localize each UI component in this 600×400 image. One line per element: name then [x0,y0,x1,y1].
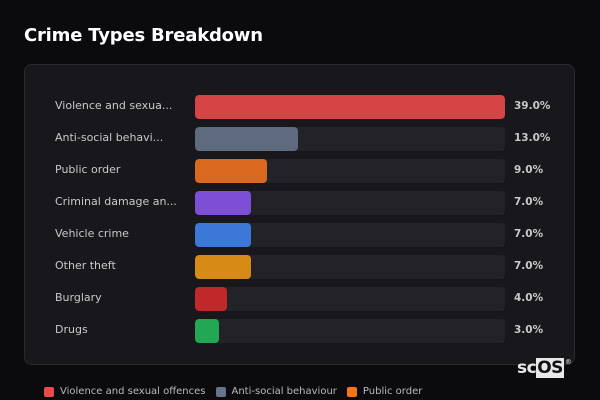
bar-track [195,127,505,151]
bar[interactable] [195,255,251,279]
registered-mark: ® [564,358,572,366]
legend: Violence and sexual offences Anti-social … [44,386,422,397]
bar-value: 4.0% [514,292,544,304]
bar-track [195,287,505,311]
bar-label: Drugs [55,323,88,336]
bar-value: 13.0% [514,132,551,144]
bar[interactable] [195,319,219,343]
bar-label: Public order [55,163,121,176]
logo-prefix: sc [517,358,537,378]
bar-label: Other theft [55,259,116,272]
bar-row: Violence and sexua... 39.0% [25,95,574,119]
bar-track [195,255,505,279]
legend-label: Public order [362,386,423,397]
bar[interactable] [195,127,299,151]
bar-value: 9.0% [514,164,544,176]
bar-track [195,223,505,247]
bar-row: Public order 9.0% [25,159,574,183]
bar-track [195,159,505,183]
bar-label: Vehicle crime [55,227,129,240]
scos-logo: scOS ® [517,358,572,378]
bar-value: 7.0% [514,260,544,272]
chart-title: Crime Types Breakdown [24,25,263,46]
legend-item[interactable]: Public order [346,386,423,397]
bar-row: Anti-social behavi... 13.0% [25,127,574,151]
bar-row: Drugs 3.0% [25,319,574,343]
logo-suffix: OS [536,358,564,378]
bar-label: Anti-social behavi... [55,131,164,144]
bar-value: 3.0% [514,324,544,336]
bar-row: Criminal damage an... 7.0% [25,191,574,215]
bar-track [195,95,505,119]
legend-label: Violence and sexual offences [60,386,206,397]
bar-row: Other theft 7.0% [25,255,574,279]
bar-label: Burglary [55,291,102,304]
bar[interactable] [195,287,227,311]
bar[interactable] [195,191,251,215]
bar-value: 7.0% [514,196,544,208]
bar-row: Burglary 4.0% [25,287,574,311]
bar-row: Vehicle crime 7.0% [25,223,574,247]
legend-label: Anti-social behaviour [231,386,337,397]
legend-swatch [346,386,357,397]
bar-label: Criminal damage an... [55,195,177,208]
legend-item[interactable]: Anti-social behaviour [215,386,337,397]
bar[interactable] [195,95,505,119]
legend-item[interactable]: Violence and sexual offences [44,386,206,397]
bar-track [195,191,505,215]
bar-value: 7.0% [514,228,544,240]
bar[interactable] [195,159,267,183]
legend-swatch [215,386,226,397]
bar-label: Violence and sexua... [55,99,173,112]
bar-value: 39.0% [514,100,551,112]
bar-track [195,319,505,343]
bar[interactable] [195,223,251,247]
chart-card: Violence and sexua... 39.0% Anti-social be… [24,64,575,365]
legend-swatch [44,386,54,397]
